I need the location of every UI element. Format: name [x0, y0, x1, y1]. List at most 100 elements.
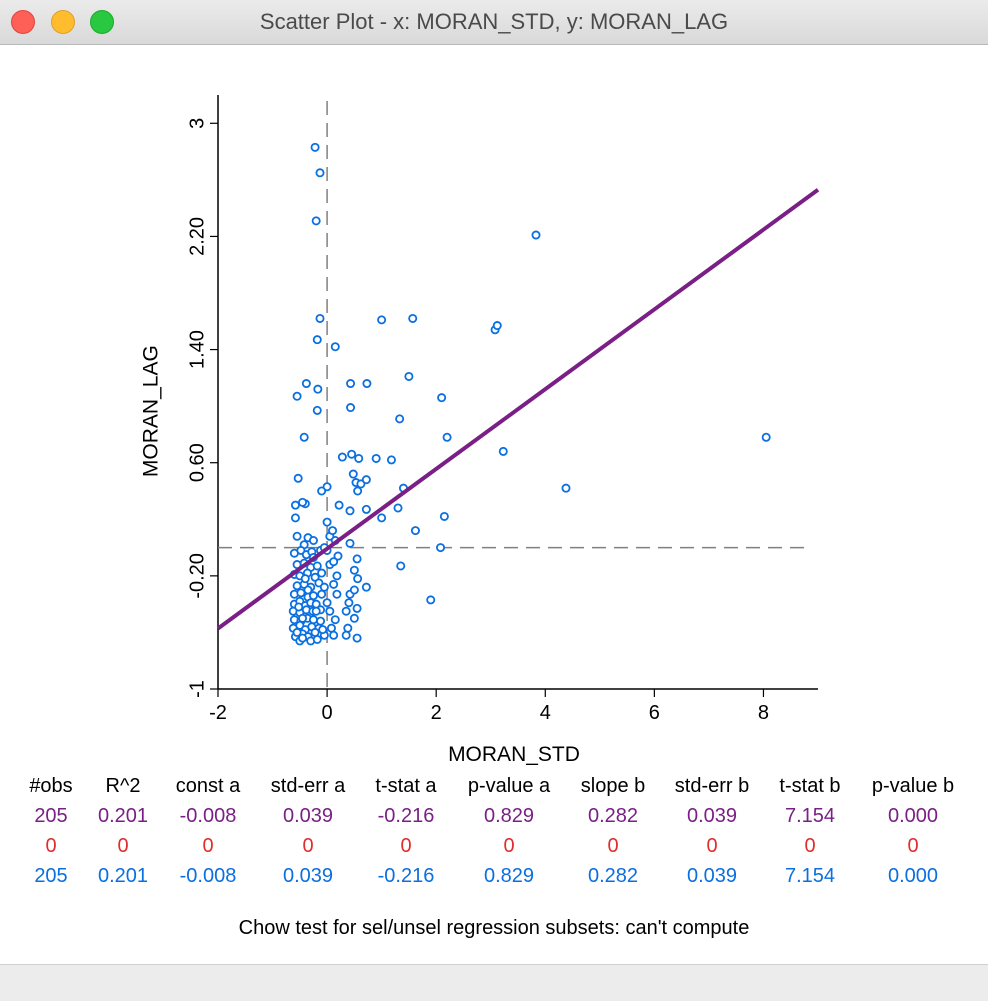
data-point[interactable] [349, 565, 359, 575]
data-point[interactable] [371, 453, 381, 463]
data-point[interactable] [322, 598, 332, 608]
data-point[interactable] [312, 335, 322, 345]
data-point[interactable] [361, 582, 371, 592]
data-point[interactable] [352, 554, 362, 564]
data-point[interactable] [410, 526, 420, 536]
data-point[interactable] [347, 449, 357, 459]
data-point[interactable] [377, 513, 387, 523]
data-point[interactable] [396, 561, 406, 571]
data-point[interactable] [761, 432, 771, 442]
data-point[interactable] [341, 606, 351, 616]
data-point[interactable] [346, 379, 356, 389]
data-point[interactable] [318, 625, 328, 635]
data-point[interactable] [395, 414, 405, 424]
data-point[interactable] [386, 455, 396, 465]
minimize-button[interactable] [51, 10, 75, 34]
data-point[interactable] [531, 230, 541, 240]
data-point[interactable] [290, 500, 300, 510]
data-point[interactable] [330, 342, 340, 352]
data-point[interactable] [492, 321, 502, 331]
data-point[interactable] [393, 503, 403, 513]
data-point[interactable] [498, 446, 508, 456]
data-point[interactable] [439, 511, 449, 521]
data-point[interactable] [353, 486, 363, 496]
data-point[interactable] [317, 568, 327, 578]
data-point[interactable] [296, 588, 306, 598]
data-point[interactable] [329, 630, 339, 640]
data-point[interactable] [292, 581, 302, 591]
data-point[interactable] [346, 403, 356, 413]
data-point[interactable] [317, 486, 327, 496]
data-point[interactable] [354, 453, 364, 463]
data-point[interactable] [352, 603, 362, 613]
data-point[interactable] [294, 602, 304, 612]
data-point[interactable] [329, 579, 339, 589]
data-point[interactable] [361, 504, 371, 514]
data-point[interactable] [299, 432, 309, 442]
data-point[interactable] [303, 585, 313, 595]
data-point[interactable] [301, 379, 311, 389]
data-point[interactable] [362, 379, 372, 389]
data-point[interactable] [334, 500, 344, 510]
data-point[interactable] [353, 574, 363, 584]
data-point[interactable] [312, 635, 322, 645]
data-point[interactable] [298, 613, 308, 623]
data-point[interactable] [337, 452, 347, 462]
data-point[interactable] [341, 630, 351, 640]
data-point[interactable] [377, 315, 387, 325]
data-point[interactable] [325, 606, 335, 616]
data-point[interactable] [310, 142, 320, 152]
data-point[interactable] [437, 393, 447, 403]
data-point[interactable] [442, 432, 452, 442]
data-point[interactable] [436, 543, 446, 553]
data-point[interactable] [292, 627, 302, 637]
data-point[interactable] [308, 615, 318, 625]
data-point[interactable] [333, 551, 343, 561]
data-point[interactable] [361, 475, 371, 485]
title-bar[interactable]: Scatter Plot - x: MORAN_STD, y: MORAN_LA… [0, 0, 988, 45]
data-point[interactable] [348, 469, 358, 479]
data-point[interactable] [326, 623, 336, 633]
data-point[interactable] [310, 627, 320, 637]
data-point[interactable] [332, 571, 342, 581]
data-point[interactable] [408, 313, 418, 323]
data-point[interactable] [312, 561, 322, 571]
data-point[interactable] [319, 582, 329, 592]
data-point[interactable] [329, 557, 339, 567]
data-point[interactable] [290, 513, 300, 523]
data-point[interactable] [315, 313, 325, 323]
stats-row-selected: 0 0 0 0 0 0 0 0 0 0 [0, 835, 988, 863]
data-point[interactable] [332, 589, 342, 599]
data-point[interactable] [292, 531, 302, 541]
data-point[interactable] [298, 497, 308, 507]
data-point[interactable] [322, 517, 332, 527]
data-point[interactable] [345, 506, 355, 516]
data-point[interactable] [293, 473, 303, 483]
data-point[interactable] [300, 574, 310, 584]
scatter-chart[interactable]: -2 0 2 4 6 8 -1 -0.20 0.60 1.40 2.20 3 MORAN_STD MORA… [0, 45, 988, 765]
data-point[interactable] [426, 595, 436, 605]
data-point[interactable] [352, 633, 362, 643]
data-point[interactable] [561, 483, 571, 493]
close-button[interactable] [11, 10, 35, 34]
data-point[interactable] [317, 589, 327, 599]
data-point[interactable] [312, 405, 322, 415]
data-point[interactable] [343, 623, 353, 633]
data-point[interactable] [311, 216, 321, 226]
data-point[interactable] [404, 371, 414, 381]
data-point[interactable] [292, 391, 302, 401]
data-point[interactable] [345, 538, 355, 548]
data-point[interactable] [308, 535, 318, 545]
data-point[interactable] [344, 598, 354, 608]
data-point[interactable] [330, 615, 340, 625]
data-point[interactable] [316, 616, 326, 626]
data-point[interactable] [349, 585, 359, 595]
zoom-button[interactable] [90, 10, 114, 34]
data-point[interactable] [349, 613, 359, 623]
data-point[interactable] [315, 168, 325, 178]
stats-cell: 205 [34, 865, 68, 887]
data-point[interactable] [328, 526, 338, 536]
data-point[interactable] [298, 633, 308, 643]
data-point[interactable] [311, 606, 321, 616]
data-point[interactable] [313, 384, 323, 394]
